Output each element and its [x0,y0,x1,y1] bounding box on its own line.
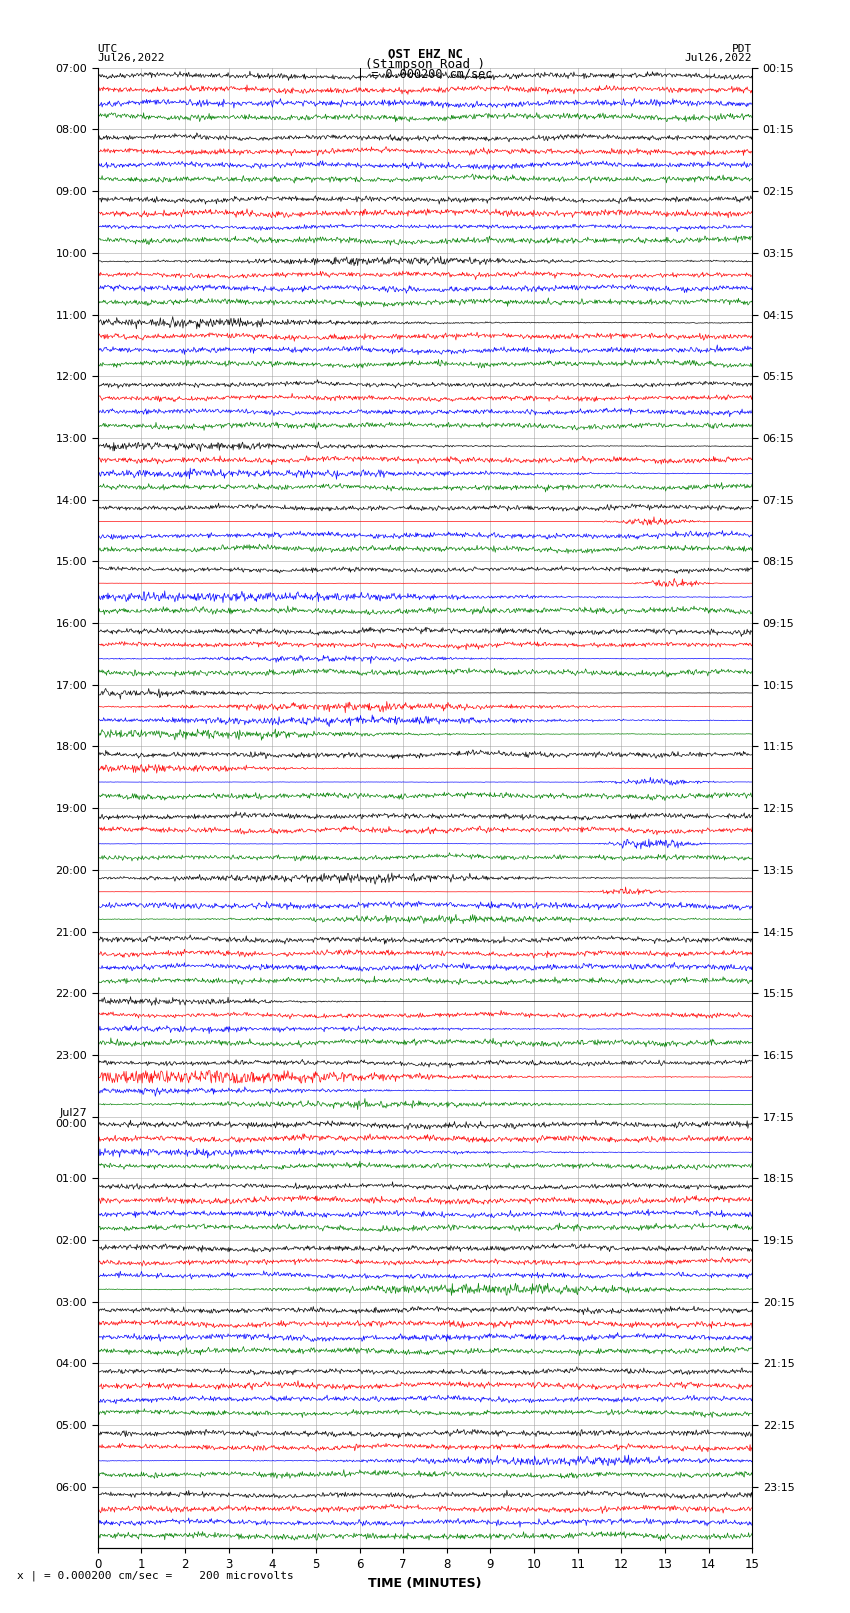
Text: Jul26,2022: Jul26,2022 [98,53,165,63]
Text: OST EHZ NC: OST EHZ NC [388,48,462,61]
Text: Jul26,2022: Jul26,2022 [685,53,752,63]
X-axis label: TIME (MINUTES): TIME (MINUTES) [368,1578,482,1590]
Text: UTC: UTC [98,44,118,53]
Text: x | = 0.000200 cm/sec =    200 microvolts: x | = 0.000200 cm/sec = 200 microvolts [17,1569,294,1581]
Text: (Stimpson Road ): (Stimpson Road ) [365,58,485,71]
Text: | = 0.000200 cm/sec: | = 0.000200 cm/sec [357,68,493,81]
Text: PDT: PDT [732,44,752,53]
